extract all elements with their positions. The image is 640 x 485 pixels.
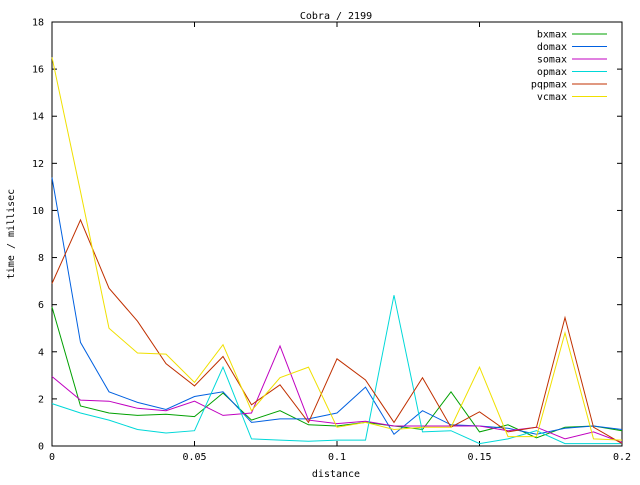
legend-label-vcmax: vcmax: [537, 92, 567, 103]
x-tick-label: 0.2: [613, 452, 631, 463]
y-tick-label: 12: [32, 159, 44, 170]
series-line-domax: [51, 177, 623, 435]
y-axis: 0 2 4 6 8 10 12 14 16 18: [32, 18, 622, 453]
series-line-bxmax: [51, 306, 623, 439]
x-tick-label: 0: [49, 452, 55, 463]
y-axis-label: time / millisec: [6, 189, 17, 279]
y-tick-label: 18: [32, 18, 44, 29]
legend-label-domax: domax: [537, 42, 567, 53]
y-tick-label: 6: [38, 300, 44, 311]
series-line-somax: [51, 344, 623, 443]
series-line-pqpmax: [51, 218, 623, 445]
legend-label-pqpmax: pqpmax: [531, 80, 567, 91]
chart-title: Cobra / 2199: [300, 11, 372, 22]
y-tick-label: 0: [38, 442, 44, 453]
x-axis-label: distance: [312, 469, 360, 480]
legend-label-opmax: opmax: [537, 67, 567, 78]
legend-label-bxmax: bxmax: [537, 30, 567, 41]
x-tick-label: 0.1: [328, 452, 346, 463]
y-tick-label: 14: [32, 112, 44, 123]
legend-label-somax: somax: [537, 55, 567, 66]
y-tick-label: 10: [32, 206, 44, 217]
y-tick-label: 16: [32, 65, 44, 76]
series-line-opmax: [51, 295, 622, 445]
y-tick-label: 8: [38, 253, 44, 264]
x-tick-label: 0.15: [467, 452, 491, 463]
x-tick-label: 0.05: [182, 452, 206, 463]
y-tick-label: 4: [38, 347, 44, 358]
series-group: [51, 57, 623, 445]
series-line-vcmax: [51, 57, 623, 441]
y-tick-label: 2: [38, 394, 44, 405]
